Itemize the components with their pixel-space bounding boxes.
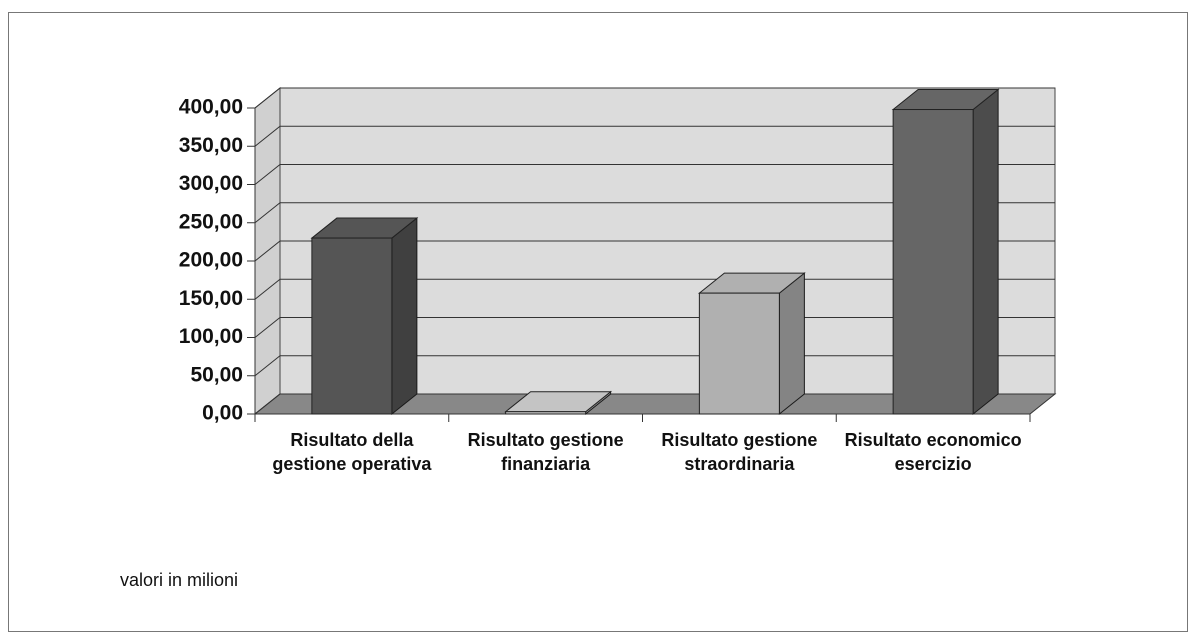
y-tick-label: 300,00 [179, 172, 243, 195]
y-tick-label: 50,00 [190, 363, 243, 386]
bar [311, 237, 393, 415]
grid-line [254, 125, 1055, 147]
y-tick-label: 400,00 [179, 96, 243, 119]
x-tick-label: Risultato della gestione operativa [272, 430, 432, 474]
grid-line [254, 164, 1055, 185]
bar-side [778, 272, 805, 416]
y-tick-label: 100,00 [179, 325, 243, 348]
x-tick-label: Risultato economico esercizio [844, 430, 1022, 474]
grid-line [254, 240, 1055, 262]
bar [892, 109, 974, 415]
chart-frame [8, 12, 1188, 632]
y-tick-label: 250,00 [179, 210, 243, 233]
x-tick-label: Risultato gestione straordinaria [661, 430, 818, 474]
grid-line [254, 202, 1055, 224]
y-tick-label: 0,00 [202, 402, 243, 425]
bar-side [391, 217, 418, 416]
grid-line [254, 87, 1055, 109]
y-tick-label: 150,00 [179, 287, 243, 310]
bar-side [972, 88, 999, 416]
bar [698, 292, 780, 415]
x-tick-label: Risultato gestione finanziaria [467, 430, 624, 474]
y-tick-label: 200,00 [179, 249, 243, 272]
y-tick-label: 350,00 [179, 134, 243, 157]
note: valori in milioni [120, 570, 239, 590]
bar [505, 411, 587, 415]
